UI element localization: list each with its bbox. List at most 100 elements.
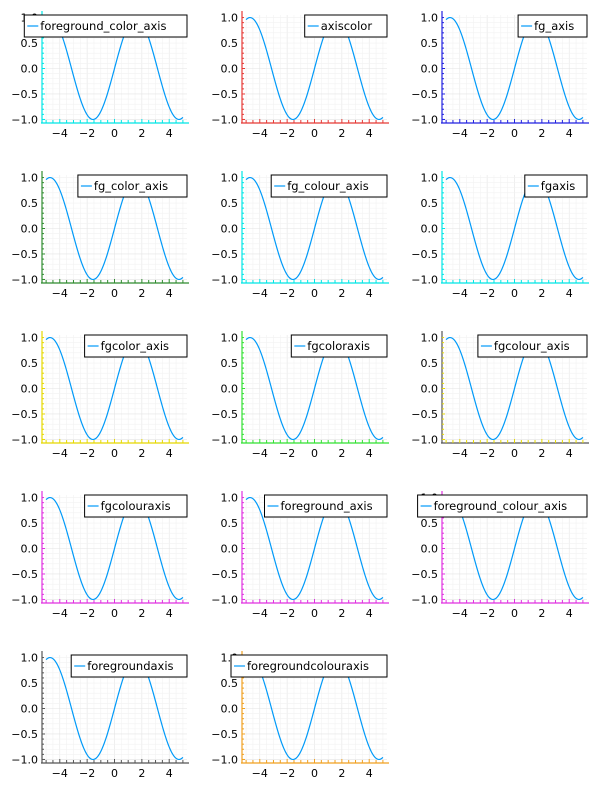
x-tick-label: 0 bbox=[511, 287, 518, 300]
y-tick-label: −0.5 bbox=[11, 88, 38, 101]
y-tick-label: 0.0 bbox=[421, 63, 439, 76]
y-tick-label: 1.0 bbox=[21, 492, 39, 505]
series-line bbox=[245, 496, 384, 601]
y-tick-label: −0.5 bbox=[211, 248, 238, 261]
y-tick-label: −1.0 bbox=[411, 113, 438, 126]
subplot-fgcolouraxis: −4 −2 0 2 4 1.0 0.5 0.0 −0.5 −1.0 fgcolouraxis bbox=[0, 480, 200, 640]
plot-canvas: −4 −2 0 2 4 1.0 0.5 0.0 −0.5 −1.0 fgcolour_axis bbox=[411, 331, 589, 460]
x-tick-label: 4 bbox=[366, 607, 373, 620]
legend-label: fg_axis bbox=[534, 19, 574, 33]
y-tick-label: 1.0 bbox=[421, 332, 439, 345]
series-line bbox=[45, 176, 184, 281]
plot-canvas: −4 −2 0 2 4 1.0 0.5 0.0 −0.5 −1.0 fg_color_axis bbox=[11, 171, 189, 300]
legend-label: foreground_colour_axis bbox=[434, 499, 567, 513]
y-tick-label: 0.0 bbox=[21, 543, 39, 556]
x-tick-label: 0 bbox=[311, 767, 318, 780]
plot-canvas: −4 −2 0 2 4 1.0 0.5 0.0 −0.5 −1.0 axiscolor bbox=[211, 11, 389, 140]
plot-canvas: −4 −2 0 2 4 1.0 0.5 0.0 −0.5 −1.0 fgcolouraxis bbox=[11, 491, 189, 620]
x-tick-label: 2 bbox=[538, 447, 545, 460]
x-tick-label: 0 bbox=[311, 287, 318, 300]
x-tick-label: 4 bbox=[366, 127, 373, 140]
plot-canvas: −4 −2 0 2 4 1.0 0.5 0.0 −0.5 −1.0 fgaxis bbox=[411, 171, 589, 300]
y-tick-label: 1.0 bbox=[421, 172, 439, 185]
y-tick-label: 0.0 bbox=[21, 383, 39, 396]
x-tick-label: −2 bbox=[479, 127, 495, 140]
subplot-foreground_axis: −4 −2 0 2 4 1.0 0.5 0.0 −0.5 −1.0 foreground_axis bbox=[200, 480, 400, 640]
axes bbox=[241, 11, 389, 124]
x-tick-label: 4 bbox=[366, 767, 373, 780]
legend-label: fg_colour_axis bbox=[287, 179, 369, 193]
x-tick-label: −4 bbox=[452, 287, 468, 300]
x-tick-label: −2 bbox=[279, 127, 295, 140]
y-tick-label: −1.0 bbox=[11, 593, 38, 606]
legend-label: fgcolouraxis bbox=[101, 499, 171, 513]
x-tick-label: 4 bbox=[166, 767, 173, 780]
y-tick-label: −0.5 bbox=[11, 248, 38, 261]
subplot-foreground_color_axis: −4−20241.00.50.0−0.5−1.0foreground_color… bbox=[0, 0, 200, 160]
x-tick-label: 0 bbox=[311, 447, 318, 460]
subplot-fgaxis: −4 −2 0 2 4 1.0 0.5 0.0 −0.5 −1.0 fgaxis bbox=[400, 160, 600, 320]
x-tick-label: 0 bbox=[111, 607, 118, 620]
legend-label: foreground_color_axis bbox=[40, 19, 166, 33]
y-tick-label: 0.5 bbox=[21, 517, 39, 530]
legend-label: fgcolor_axis bbox=[101, 339, 169, 353]
legend: fgaxis bbox=[524, 174, 588, 198]
x-tick-label: 4 bbox=[566, 287, 573, 300]
x-tick-label: −2 bbox=[279, 607, 295, 620]
y-tick-label: 1.0 bbox=[221, 172, 239, 185]
x-tick-label: −4 bbox=[52, 607, 68, 620]
subplot-foregroundcolouraxis: −4 −2 0 2 4 1.0 0.5 0.0 −0.5 −1.0 foregroundcolour… bbox=[200, 640, 400, 800]
legend: foreground_color_axis bbox=[23, 14, 188, 38]
y-tick-label: 0.5 bbox=[421, 517, 439, 530]
series-line bbox=[245, 336, 384, 441]
y-tick-label: 0.0 bbox=[421, 543, 439, 556]
y-tick-label: −1.0 bbox=[211, 113, 238, 126]
x-tick-label: 2 bbox=[138, 607, 145, 620]
axes bbox=[241, 491, 389, 604]
legend: fgcolouraxis bbox=[84, 494, 188, 518]
y-tick-label: 0.5 bbox=[221, 357, 239, 370]
y-tick-label: −0.5 bbox=[411, 88, 438, 101]
y-tick-label: 0.0 bbox=[221, 383, 239, 396]
y-tick-label: 0.0 bbox=[21, 63, 39, 76]
series-line bbox=[245, 656, 384, 761]
axes bbox=[441, 11, 589, 124]
legend-label: fgaxis bbox=[541, 179, 575, 193]
axes bbox=[41, 651, 189, 764]
y-tick-label: 0.0 bbox=[221, 703, 239, 716]
y-tick-label: −0.5 bbox=[211, 88, 238, 101]
x-tick-label: −2 bbox=[279, 447, 295, 460]
x-tick-label: 2 bbox=[138, 767, 145, 780]
series-line bbox=[445, 336, 584, 441]
legend: fgcolour_axis bbox=[477, 334, 588, 358]
plot-canvas: −4 −2 0 2 4 1.0 0.5 0.0 −0.5 −1.0 fg_axis bbox=[411, 11, 589, 140]
x-tick-label: 4 bbox=[566, 607, 573, 620]
y-tick-label: −0.5 bbox=[411, 248, 438, 261]
y-tick-label: −0.5 bbox=[411, 568, 438, 581]
subplot-foregroundaxis: −4 −2 0 2 4 1.0 0.5 0.0 −0.5 −1.0 foregroundaxis bbox=[0, 640, 200, 800]
x-tick-label: 2 bbox=[338, 287, 345, 300]
y-tick-label: −0.5 bbox=[11, 568, 38, 581]
x-tick-label: −2 bbox=[479, 287, 495, 300]
subplot-fg_colour_axis: −4 −2 0 2 4 1.0 0.5 0.0 −0.5 −1.0 fg_colour_axis bbox=[200, 160, 400, 320]
y-tick-label: 1.0 bbox=[221, 12, 239, 25]
axes bbox=[41, 331, 189, 444]
y-tick-label: 0.0 bbox=[221, 63, 239, 76]
y-tick-label: 0.0 bbox=[221, 223, 239, 236]
legend: fgcoloraxis bbox=[290, 334, 388, 358]
x-tick-label: 0 bbox=[311, 127, 318, 140]
x-tick-label: −4 bbox=[252, 127, 268, 140]
legend: fg_color_axis bbox=[77, 174, 188, 198]
plot-canvas: −4 −2 0 2 4 1.0 0.5 0.0 −0.5 −1.0 fgcolor_axis bbox=[11, 331, 189, 460]
x-tick-label: 2 bbox=[338, 607, 345, 620]
y-tick-label: −1.0 bbox=[11, 273, 38, 286]
y-tick-label: 0.5 bbox=[21, 677, 39, 690]
legend-label: foreground_axis bbox=[281, 499, 373, 513]
plot-canvas: −4 −2 0 2 4 1.0 0.5 0.0 −0.5 −1.0 fg_colour_axis bbox=[211, 171, 389, 300]
y-tick-label: 0.5 bbox=[421, 197, 439, 210]
subplot-fgcolour_axis: −4 −2 0 2 4 1.0 0.5 0.0 −0.5 −1.0 fgcolour_axis bbox=[400, 320, 600, 480]
legend-label: fgcolour_axis bbox=[494, 339, 570, 353]
y-tick-label: 0.0 bbox=[21, 223, 39, 236]
x-tick-label: 0 bbox=[111, 447, 118, 460]
x-tick-label: 0 bbox=[111, 127, 118, 140]
